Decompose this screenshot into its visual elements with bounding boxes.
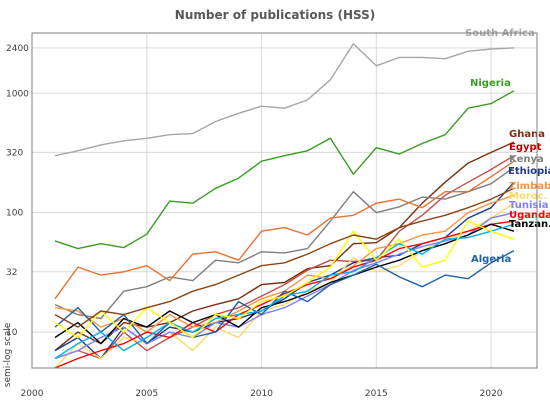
gridlines — [31, 33, 537, 368]
series-line-algeria — [54, 250, 515, 345]
series-line — [54, 187, 515, 328]
y-tick-label: 100 — [6, 209, 23, 219]
series-line-tunisia — [54, 212, 515, 360]
series-line-uganda — [54, 220, 515, 369]
chart-title: Number of publications (HSS) — [175, 8, 375, 22]
series-label-moroc: Moroc. — [509, 191, 547, 202]
series-line-kenya — [54, 166, 515, 320]
series-line — [54, 160, 515, 300]
series-label-kenya: Kenya — [509, 154, 544, 165]
series-label-algeria: Algeria — [471, 254, 511, 265]
series-line-egypt — [54, 155, 515, 360]
series-lines — [54, 43, 515, 369]
y-tick-label: 32 — [6, 268, 17, 278]
x-tick-label: 2010 — [250, 389, 273, 399]
series-label-zimbab: Zimbab. — [509, 181, 550, 192]
series-label-tanzan: Tanzan. — [509, 219, 550, 230]
axes: 2000 2005 2010 2015 2020 10 32 100 320 1000 2400 — [6, 44, 503, 399]
series-line-tanzan — [54, 223, 515, 345]
y-tick-label: 320 — [6, 148, 23, 158]
series-label-tunisia: Tunisia — [509, 200, 549, 211]
series-line-south-africa — [54, 43, 515, 157]
x-tick-label: 2015 — [365, 389, 388, 399]
y-tick-label: 10 — [6, 328, 18, 338]
series-label-uganda: Uganda — [509, 210, 550, 221]
x-tick-label: 2005 — [135, 389, 158, 399]
y-tick-label: 1000 — [6, 89, 29, 99]
series-line-nigeria — [54, 90, 515, 250]
x-tick-label: 2020 — [480, 389, 503, 399]
series-label-ethiopia: Ethiopia — [508, 166, 550, 177]
y-axis-label: semi-log scale — [3, 322, 13, 387]
series-label-nigeria: Nigeria — [470, 78, 511, 89]
series-label-ghana: Ghana — [509, 129, 545, 140]
plot-frame — [31, 32, 538, 369]
y-tick-label: 2400 — [6, 44, 29, 54]
series-line — [54, 220, 515, 339]
series-label-egypt: Egypt — [509, 142, 542, 153]
x-tick-label: 2000 — [21, 389, 44, 399]
